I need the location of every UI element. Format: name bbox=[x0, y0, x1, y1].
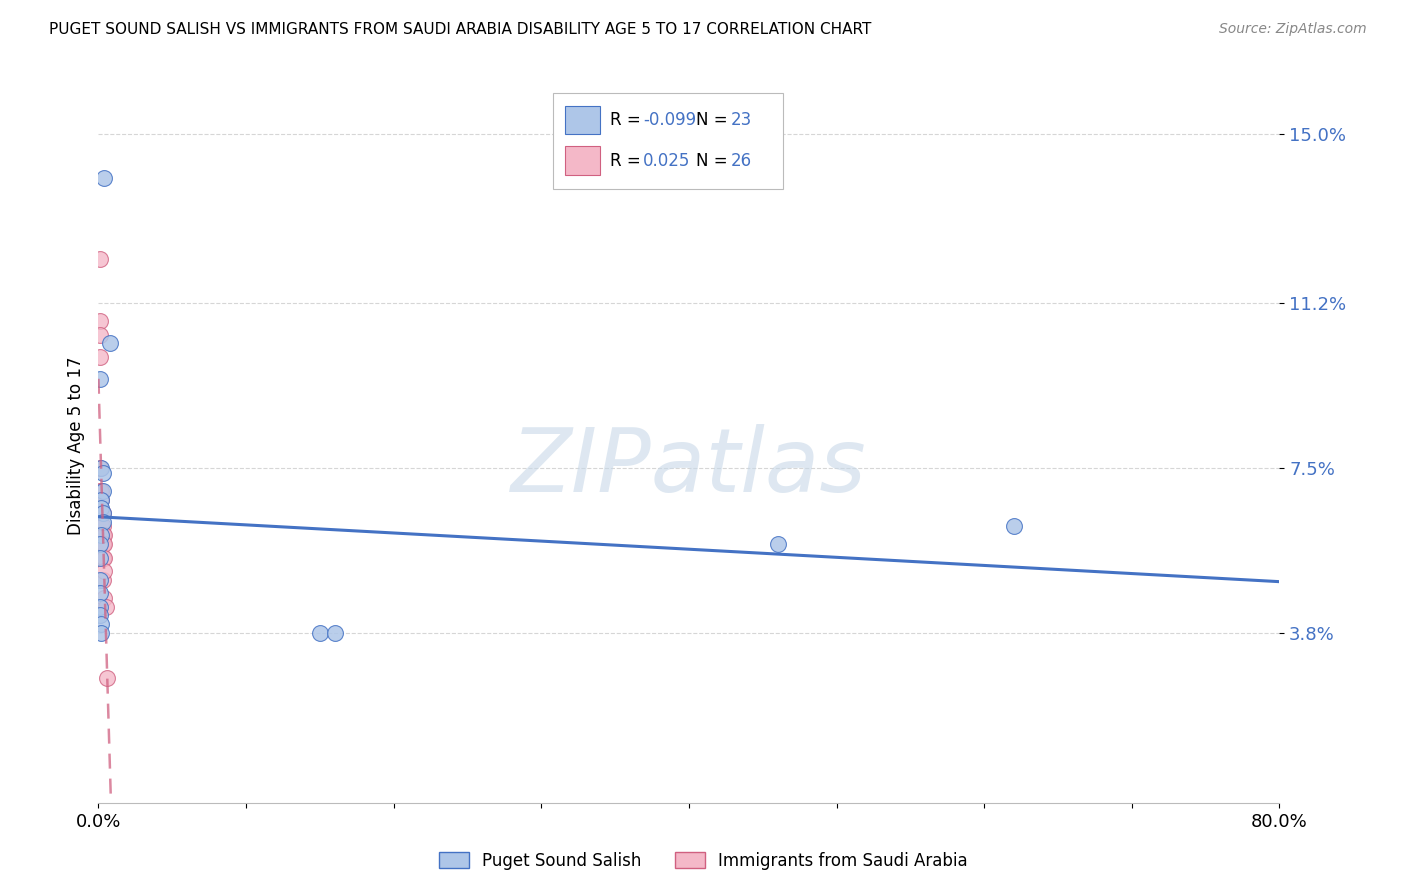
Point bbox=[89, 550, 111, 565]
Point bbox=[90, 537, 112, 551]
Point bbox=[1002, 519, 1025, 533]
Point bbox=[91, 515, 114, 529]
Text: R =: R = bbox=[610, 152, 645, 169]
Point bbox=[93, 171, 115, 186]
Point bbox=[89, 350, 111, 364]
Point bbox=[90, 492, 112, 507]
Point bbox=[93, 591, 115, 605]
Point bbox=[90, 501, 112, 516]
Point bbox=[91, 528, 114, 542]
Point bbox=[93, 550, 115, 565]
Point bbox=[89, 372, 111, 386]
Point bbox=[91, 550, 114, 565]
Point bbox=[89, 586, 111, 600]
Point bbox=[89, 573, 111, 587]
Text: N =: N = bbox=[696, 152, 733, 169]
Point bbox=[90, 506, 112, 520]
Point bbox=[96, 671, 118, 685]
Point bbox=[89, 461, 111, 475]
Point bbox=[91, 519, 114, 533]
Point bbox=[91, 537, 114, 551]
Point bbox=[91, 506, 114, 520]
Point bbox=[94, 599, 117, 614]
Text: Source: ZipAtlas.com: Source: ZipAtlas.com bbox=[1219, 22, 1367, 37]
Point bbox=[91, 466, 114, 480]
Point bbox=[89, 608, 111, 623]
Point bbox=[93, 564, 115, 578]
Y-axis label: Disability Age 5 to 17: Disability Age 5 to 17 bbox=[66, 357, 84, 535]
Point bbox=[89, 314, 111, 328]
Text: -0.099: -0.099 bbox=[643, 111, 696, 128]
Point bbox=[89, 599, 111, 614]
Legend: Puget Sound Salish, Immigrants from Saudi Arabia: Puget Sound Salish, Immigrants from Saud… bbox=[432, 846, 974, 877]
Point bbox=[90, 483, 112, 498]
Point bbox=[323, 626, 346, 640]
Point bbox=[89, 537, 111, 551]
Point bbox=[766, 537, 789, 551]
Point bbox=[309, 626, 332, 640]
Point bbox=[98, 336, 121, 351]
Text: 26: 26 bbox=[730, 152, 751, 169]
Text: PUGET SOUND SALISH VS IMMIGRANTS FROM SAUDI ARABIA DISABILITY AGE 5 TO 17 CORREL: PUGET SOUND SALISH VS IMMIGRANTS FROM SA… bbox=[49, 22, 872, 37]
Point bbox=[89, 483, 111, 498]
Point bbox=[90, 519, 112, 533]
Text: ZIPatlas: ZIPatlas bbox=[512, 425, 866, 510]
Point bbox=[89, 501, 111, 516]
Point bbox=[91, 573, 114, 587]
Point bbox=[90, 617, 112, 632]
Text: 0.025: 0.025 bbox=[643, 152, 690, 169]
Point bbox=[89, 252, 111, 266]
Point bbox=[93, 537, 115, 551]
Text: N =: N = bbox=[696, 111, 733, 128]
Point bbox=[90, 461, 112, 475]
Point bbox=[89, 327, 111, 342]
Point bbox=[89, 528, 111, 542]
Point bbox=[90, 492, 112, 507]
Point bbox=[91, 483, 114, 498]
Text: R =: R = bbox=[610, 111, 645, 128]
Text: 23: 23 bbox=[730, 111, 752, 128]
Point bbox=[90, 626, 112, 640]
Point bbox=[93, 528, 115, 542]
Point bbox=[90, 528, 112, 542]
Point bbox=[91, 506, 114, 520]
